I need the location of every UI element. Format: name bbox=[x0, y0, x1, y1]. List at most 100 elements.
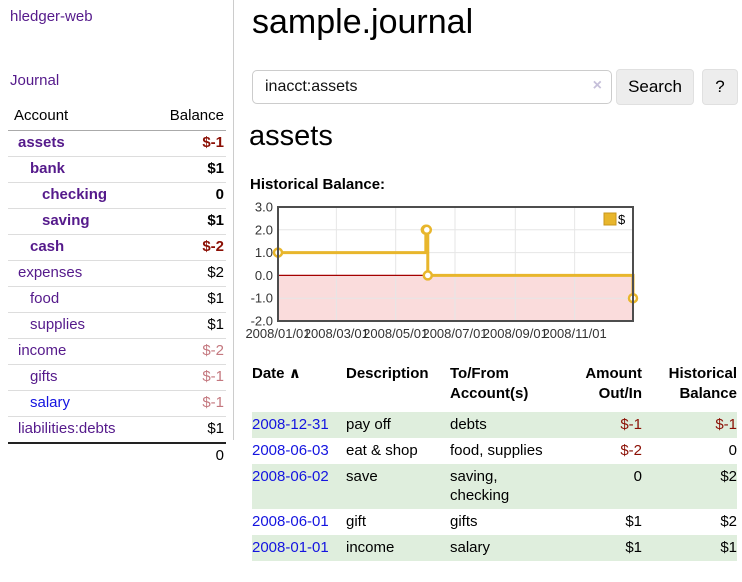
sidebar-total-value: 0 bbox=[146, 442, 226, 469]
sidebar-total-row: 0 bbox=[8, 442, 226, 469]
svg-text:3.0: 3.0 bbox=[255, 202, 273, 215]
register-header-row: Date ∧ Description To/From Account(s) Am… bbox=[252, 362, 737, 412]
search-button[interactable]: Search bbox=[616, 69, 694, 105]
sidebar-account-link-gifts[interactable]: gifts bbox=[30, 368, 58, 385]
transaction-date-cell: 2008-12-31 bbox=[252, 412, 346, 438]
data-point-marker bbox=[421, 224, 433, 236]
search-form: × bbox=[252, 70, 612, 104]
transaction-balance: $2 bbox=[720, 468, 737, 485]
sidebar-account-link-liabilities-debts[interactable]: liabilities:debts bbox=[18, 420, 116, 437]
sidebar-account-balance: $2 bbox=[146, 260, 226, 287]
sidebar-item-journal[interactable]: Journal bbox=[10, 72, 60, 89]
sidebar-accounts-table: Account Balance assets $-1 bank $1 checking 0… bbox=[8, 104, 226, 469]
sidebar-account-link-food[interactable]: food bbox=[30, 290, 60, 307]
sidebar-account-row: salary $-1 bbox=[8, 390, 226, 417]
transaction-date-link[interactable]: 2008-06-03 bbox=[252, 442, 329, 459]
transaction-balance: $2 bbox=[720, 513, 737, 530]
sidebar-account-link-checking[interactable]: checking bbox=[42, 186, 108, 203]
sidebar-account-row: income $-2 bbox=[8, 338, 226, 365]
transaction-description: pay off bbox=[346, 416, 391, 433]
transaction-balance: $-1 bbox=[715, 416, 737, 433]
transaction-row: 2008-06-02 save saving, checking 0 $2 bbox=[252, 464, 737, 509]
sidebar-account-link-supplies[interactable]: supplies bbox=[30, 316, 86, 333]
transaction-amount: 0 bbox=[633, 468, 642, 485]
help-button[interactable]: ? bbox=[702, 69, 738, 105]
transaction-row: 2008-06-01 gift gifts $1 $2 bbox=[252, 509, 737, 535]
transaction-accounts: salary bbox=[450, 539, 491, 556]
column-header-amount: Amount Out/In bbox=[585, 365, 642, 402]
sidebar-header-account: Account bbox=[8, 104, 147, 131]
transaction-amount: $1 bbox=[625, 539, 642, 556]
sidebar-account-row: saving $1 bbox=[8, 208, 226, 235]
column-header-description: Description bbox=[346, 365, 429, 382]
transaction-description: save bbox=[346, 468, 378, 485]
svg-text:-2.0: -2.0 bbox=[251, 314, 273, 329]
transaction-date-link[interactable]: 2008-12-31 bbox=[252, 416, 329, 433]
clear-search-icon[interactable]: × bbox=[592, 77, 602, 94]
svg-text:2008/11/01: 2008/11/01 bbox=[543, 326, 607, 341]
account-page-title: assets bbox=[249, 120, 333, 152]
sidebar-account-cell: checking bbox=[8, 182, 147, 209]
transaction-accounts: food, supplies bbox=[450, 442, 543, 459]
register-table: Date ∧ Description To/From Account(s) Am… bbox=[252, 362, 737, 561]
svg-text:2008/05/01: 2008/05/01 bbox=[363, 326, 428, 341]
sidebar-account-cell: expenses bbox=[8, 260, 147, 287]
sidebar-account-link-salary[interactable]: salary bbox=[30, 394, 71, 411]
sidebar-account-row: expenses $2 bbox=[8, 260, 226, 287]
svg-text:2008/09/01: 2008/09/01 bbox=[483, 326, 548, 341]
svg-text:-1.0: -1.0 bbox=[251, 291, 273, 306]
transaction-row: 2008-06-03 eat & shop food, supplies $-2 0 bbox=[252, 438, 737, 464]
sidebar-account-cell: income bbox=[8, 338, 147, 365]
search-input[interactable] bbox=[252, 70, 612, 104]
register-body: 2008-12-31 pay off debts $-1 $-1 2008-06-03 ea… bbox=[252, 412, 737, 561]
transaction-date-link[interactable]: 2008-01-01 bbox=[252, 539, 329, 556]
brand-link[interactable]: hledger-web bbox=[10, 8, 93, 25]
sidebar-account-link-cash[interactable]: cash bbox=[30, 238, 65, 255]
sidebar-account-row: supplies $1 bbox=[8, 312, 226, 339]
sidebar-account-row: checking 0 bbox=[8, 182, 226, 209]
sidebar-account-row: food $1 bbox=[8, 286, 226, 313]
transaction-amount: $-1 bbox=[620, 416, 642, 433]
data-point-marker bbox=[422, 270, 434, 281]
transaction-accounts: saving, checking bbox=[450, 468, 510, 504]
transaction-date-cell: 2008-06-02 bbox=[252, 464, 346, 509]
transaction-accounts: gifts bbox=[450, 513, 478, 530]
transaction-balance: $1 bbox=[720, 539, 737, 556]
transaction-date-link[interactable]: 2008-06-01 bbox=[252, 513, 329, 530]
sidebar-account-balance: $1 bbox=[146, 286, 226, 313]
transaction-amount: $1 bbox=[625, 513, 642, 530]
sidebar-account-balance: $-1 bbox=[146, 364, 226, 391]
transaction-balance: 0 bbox=[728, 442, 737, 459]
sidebar-account-row: cash $-2 bbox=[8, 234, 226, 261]
sidebar-account-balance: 0 bbox=[146, 182, 226, 209]
legend-label: $ bbox=[618, 212, 626, 227]
transaction-date-link[interactable]: 2008-06-02 bbox=[252, 468, 329, 485]
transaction-row: 2008-01-01 income salary $1 $1 bbox=[252, 535, 737, 561]
sidebar-account-link-bank[interactable]: bank bbox=[30, 160, 66, 177]
sidebar-account-cell: bank bbox=[8, 156, 147, 183]
sidebar-header-balance: Balance bbox=[146, 104, 226, 131]
svg-text:2008/07/01: 2008/07/01 bbox=[422, 326, 487, 341]
svg-text:2.0: 2.0 bbox=[255, 222, 273, 237]
sidebar-account-link-assets[interactable]: assets bbox=[18, 134, 65, 151]
sidebar-account-link-saving[interactable]: saving bbox=[42, 212, 90, 229]
sidebar-account-link-expenses[interactable]: expenses bbox=[18, 264, 83, 281]
column-header-date[interactable]: Date ∧ bbox=[252, 365, 301, 382]
balance-chart: $3.0 2.0 1.0 0.0 -1.0 -2.0 2008/01/01 2008/03/0… bbox=[240, 202, 640, 342]
sidebar-total-spacer bbox=[8, 442, 147, 469]
svg-text:2008/01/01: 2008/01/01 bbox=[245, 326, 310, 341]
page-title: sample.journal bbox=[252, 3, 474, 41]
transaction-date-cell: 2008-06-01 bbox=[252, 509, 346, 535]
transaction-accounts: debts bbox=[450, 416, 487, 433]
sidebar-accounts-body: assets $-1 bank $1 checking 0 saving $1 cash $-2 e… bbox=[8, 131, 226, 443]
transaction-description: gift bbox=[346, 513, 367, 530]
sidebar-account-cell: food bbox=[8, 286, 147, 313]
sidebar-account-cell: supplies bbox=[8, 312, 147, 339]
sidebar-account-row: liabilities:debts $1 bbox=[8, 416, 226, 443]
transaction-date-cell: 2008-01-01 bbox=[252, 535, 346, 561]
sidebar-account-link-income[interactable]: income bbox=[18, 342, 67, 359]
sidebar-account-row: assets $-1 bbox=[8, 131, 226, 157]
transaction-amount: $-2 bbox=[620, 442, 642, 459]
svg-text:0.0: 0.0 bbox=[255, 268, 273, 283]
